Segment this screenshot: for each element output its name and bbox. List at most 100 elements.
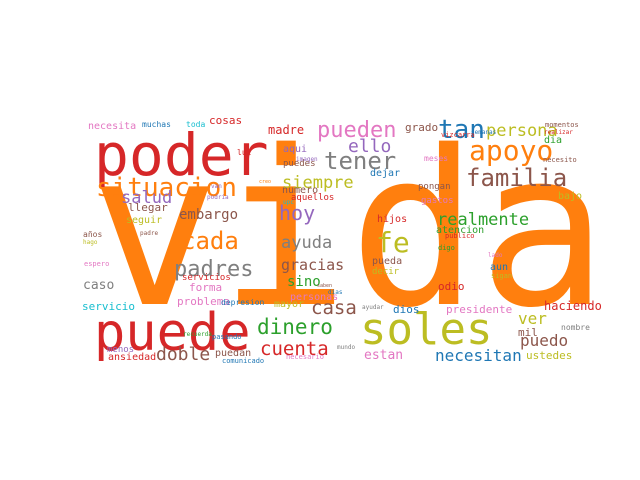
word-bajo: bajo — [558, 191, 582, 202]
word-sigan: sigan — [491, 272, 512, 280]
word-salud: salud — [121, 188, 172, 208]
word-semanas: semanas — [471, 129, 497, 136]
word-necesario: necesario — [286, 353, 324, 361]
word-ustedes: ustedes — [526, 349, 572, 362]
word-puede: puede — [94, 303, 251, 363]
word-pongan: pongan — [418, 182, 451, 192]
word-caso: caso — [83, 278, 114, 293]
word-aquellos: aquellos — [291, 193, 334, 203]
word-madre: madre — [268, 123, 304, 137]
word-puedo: puedo — [520, 331, 568, 350]
word-padre: padre — [140, 230, 158, 237]
word-hago: hago — [83, 239, 98, 246]
word-mayor: mayor — [274, 299, 304, 310]
word-seguir: seguir — [126, 215, 162, 226]
word-poder: poder — [94, 121, 269, 189]
word-soles: soles — [360, 304, 492, 355]
word-comunicado: comunicado — [222, 357, 264, 365]
word-embargo: embargo — [179, 207, 238, 223]
word-padres: padres — [174, 257, 253, 282]
word-odio: odio — [438, 280, 465, 293]
word-tener: tener — [324, 147, 396, 175]
word-familia: familia — [466, 164, 567, 192]
word-recuerda: recuerda — [183, 331, 212, 338]
word-siempre: siempre — [282, 173, 354, 193]
word-cada: cada — [181, 227, 239, 255]
word-van: van — [211, 183, 222, 190]
word-pueden: pueden — [317, 118, 396, 143]
word-podria: podria — [207, 194, 229, 201]
word-gastos: gastos — [421, 196, 454, 206]
word-dias: dias — [328, 289, 343, 296]
word-espero: espero — [84, 260, 109, 268]
word-dejar: dejar — [370, 168, 400, 179]
word-mundo: mundo — [337, 344, 355, 351]
word-ayudar: ayudar — [362, 304, 384, 311]
word-gracias: gracias — [281, 256, 344, 274]
word-aqui: aqui — [283, 144, 307, 155]
word-llegar: llegar — [128, 201, 168, 214]
word-ayuda: ayuda — [281, 233, 332, 253]
word-servicios: servicios — [182, 273, 231, 283]
word-cosas: cosas — [209, 114, 242, 127]
word-dia: dia — [544, 135, 562, 146]
word-forma: forma — [189, 281, 222, 294]
word-digo: digo — [438, 244, 455, 252]
word-años: años — [83, 230, 102, 239]
word-vizcarra: vizcarra — [441, 131, 475, 139]
word-ello: ello — [348, 136, 391, 157]
word-meses: meses — [424, 154, 448, 163]
word-upc: upc — [283, 199, 294, 206]
word-imagen: imagen — [296, 156, 318, 163]
word-momentos: momentos — [545, 121, 579, 129]
word-nombre: nombre — [561, 323, 590, 332]
word-toda: toda — [186, 120, 205, 129]
word-presidente: presidente — [446, 303, 512, 316]
word-necesito: necesito — [543, 156, 577, 164]
word-depresion: depresion — [221, 298, 265, 307]
word-personas: personas — [290, 292, 338, 303]
word-puedes: puedes — [283, 159, 316, 169]
word-grado: grado — [405, 121, 438, 134]
word-necesitan: necesitan — [435, 346, 522, 365]
word-mil: mil — [518, 326, 538, 339]
word-numero: numero — [282, 185, 318, 196]
word-pasando: pasando — [212, 333, 242, 341]
word-aun: aun — [490, 262, 508, 273]
word-necesita: necesita — [88, 121, 136, 132]
word-apoyo: apoyo — [469, 134, 553, 167]
word-persona: persona — [486, 121, 558, 141]
word-menos: menos — [107, 345, 134, 355]
word-ansiedad: ansiedad — [108, 352, 156, 363]
word-creo: creo — [259, 179, 271, 185]
word-problema: problema — [177, 295, 230, 308]
word-pueda: pueda — [372, 256, 402, 267]
word-decir: decir — [372, 267, 400, 277]
word-saben: saben — [317, 283, 332, 289]
word-casa: casa — [311, 297, 357, 319]
word-cuenta: cuenta — [260, 338, 329, 360]
word-realmente: realmente — [437, 210, 529, 230]
word-hijos: hijos — [377, 214, 407, 225]
word-publico: publico — [445, 232, 475, 240]
word-sino: sino — [287, 274, 321, 290]
word-dinero: dinero — [257, 315, 333, 339]
word-fe: fe — [376, 226, 410, 259]
word-doble: doble — [156, 344, 210, 365]
word-muchas: muchas — [142, 120, 171, 129]
word-ver: ver — [518, 309, 547, 328]
word-dios: dios — [393, 303, 420, 316]
word-estan: estan — [364, 348, 403, 363]
word-haciendo: haciendo — [544, 299, 602, 313]
word-tan: tan — [438, 115, 485, 145]
word-luz: luz — [237, 148, 252, 157]
word-hoy: hoy — [279, 201, 315, 225]
word-servicio: servicio — [82, 300, 135, 313]
word-realizar: realizar — [544, 129, 573, 136]
word-atencion: atencion — [436, 225, 484, 236]
word-situacion: situacion — [96, 173, 237, 203]
word-puedan: puedan — [215, 348, 251, 359]
word-vida: vida — [90, 104, 608, 355]
word-lado: lado — [488, 252, 503, 259]
